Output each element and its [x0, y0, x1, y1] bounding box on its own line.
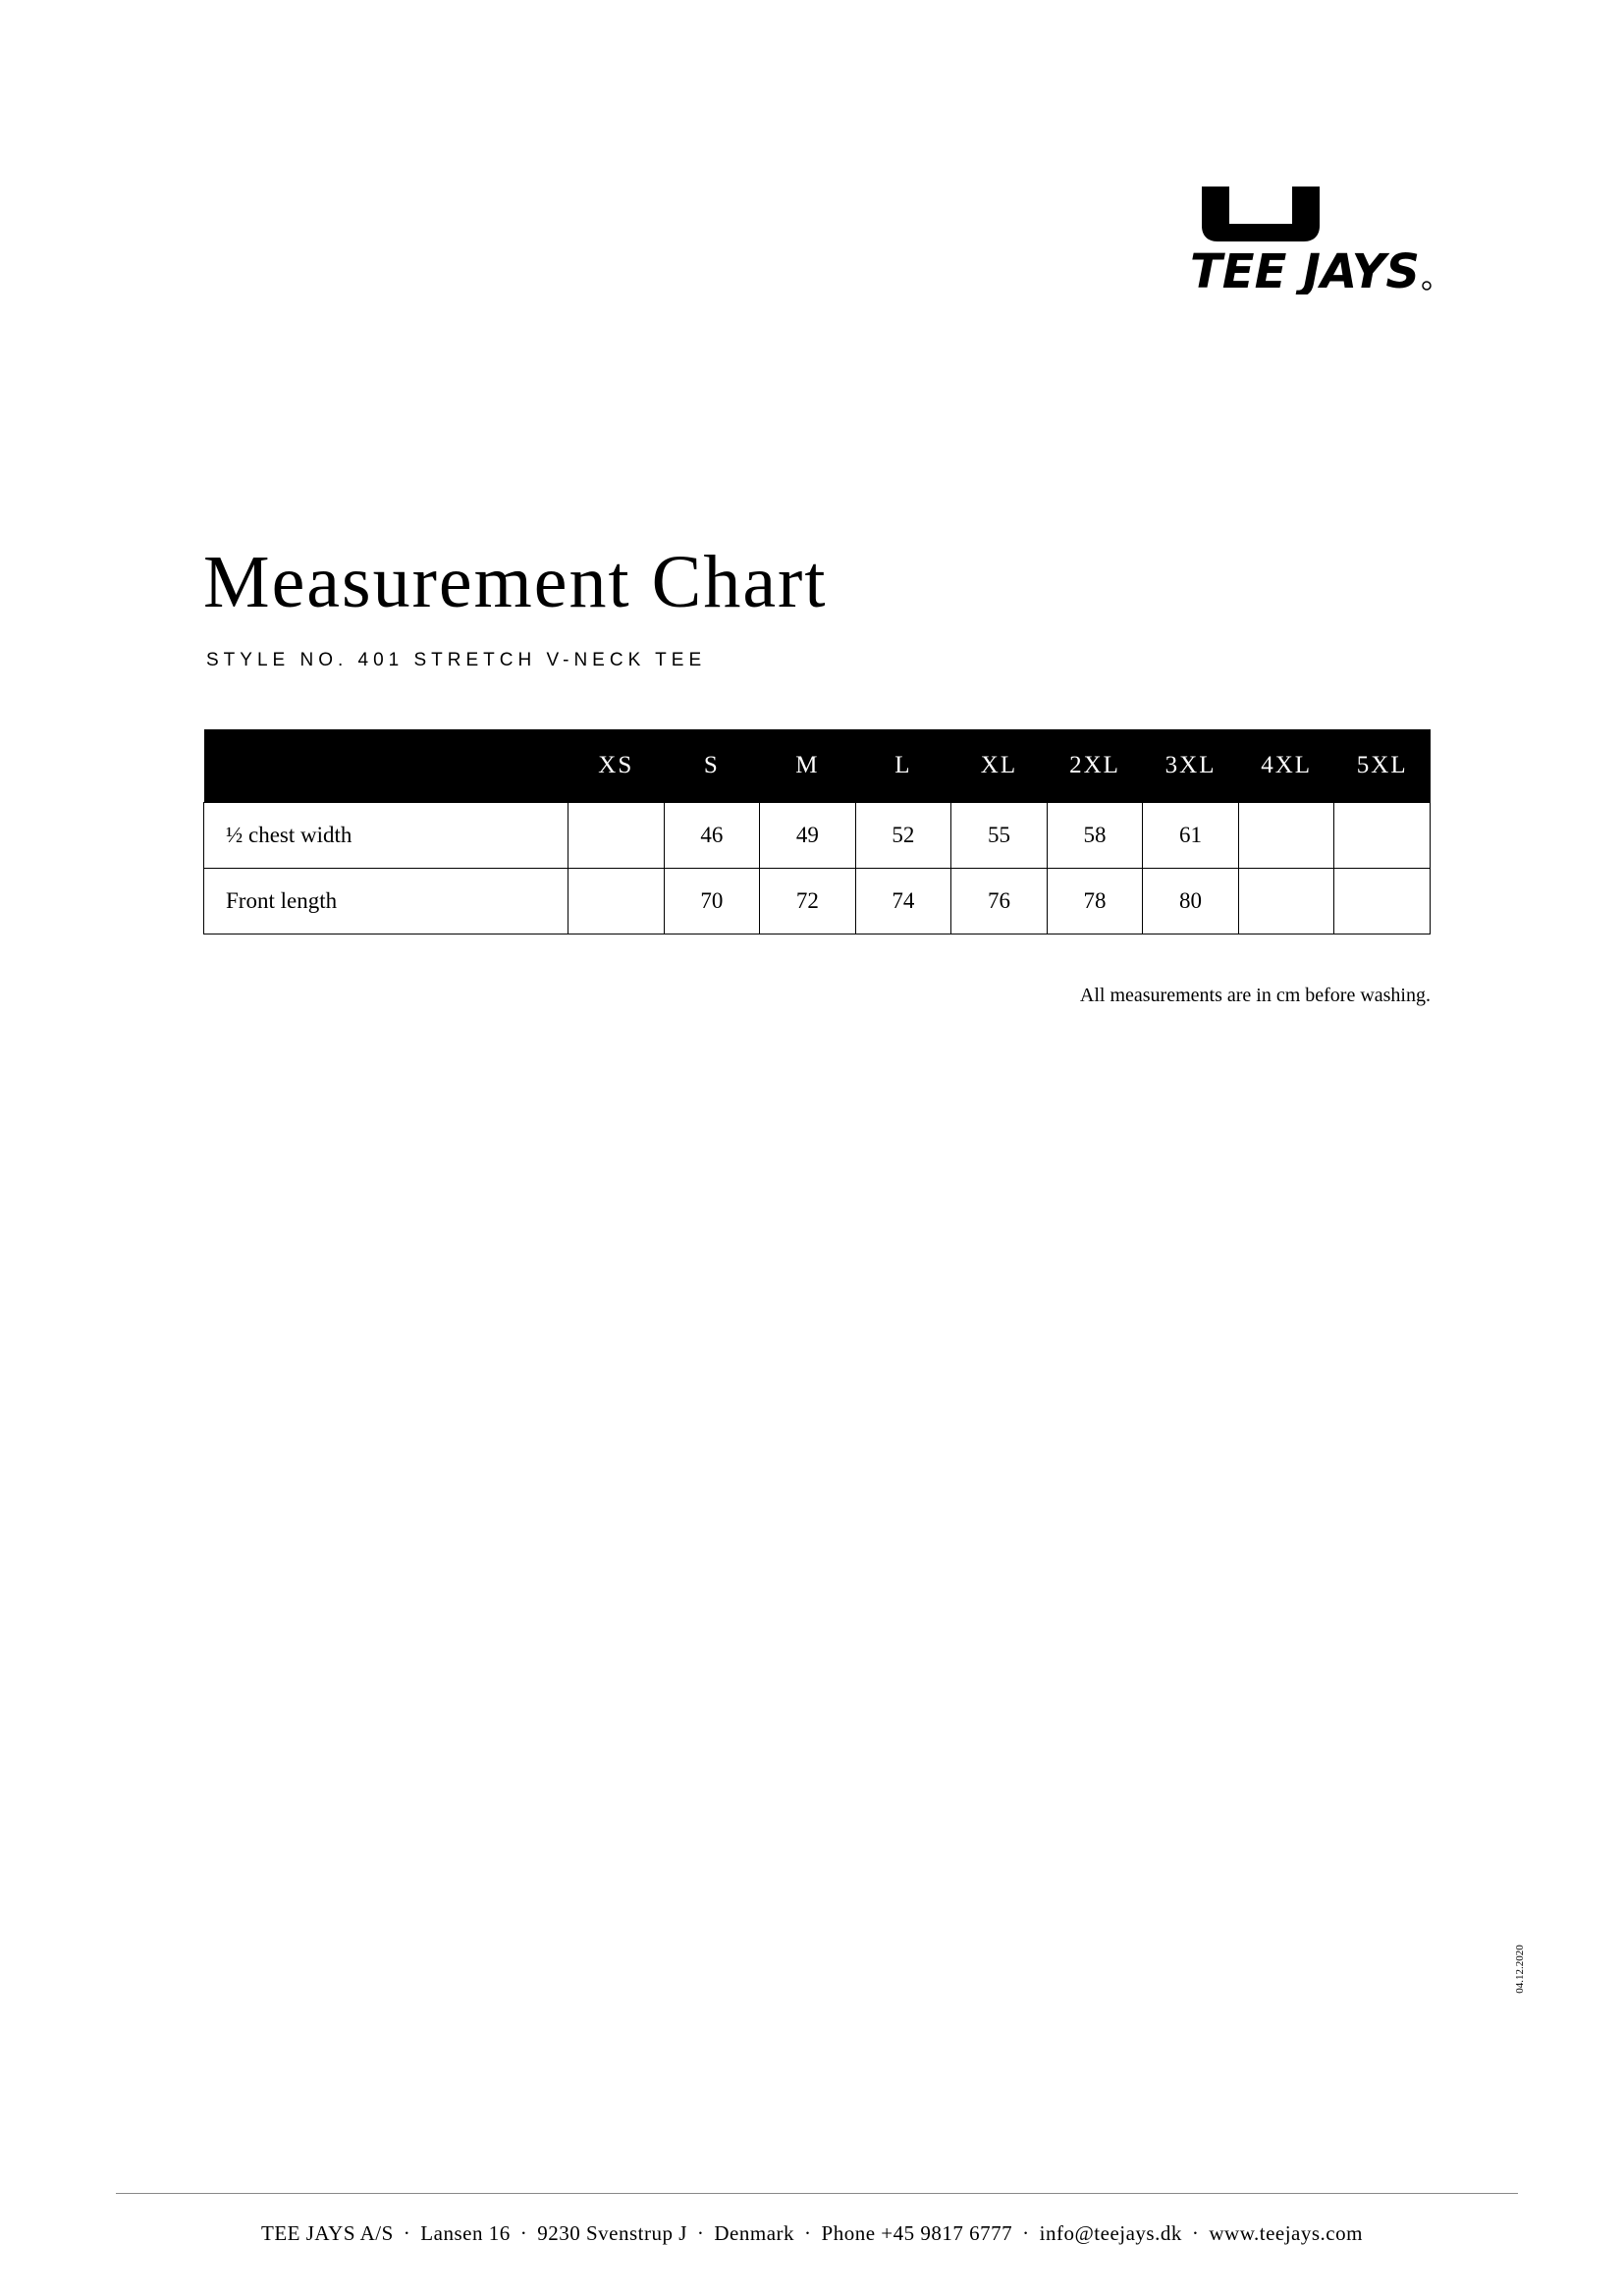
footer-item: 9230 Svenstrup J — [537, 2221, 687, 2245]
footer-separator: · — [804, 2221, 812, 2245]
column-header: XS — [568, 729, 665, 803]
footer-item: Phone +45 9817 6777 — [821, 2221, 1013, 2245]
footer-separator: · — [1022, 2221, 1030, 2245]
footer-item: Denmark — [714, 2221, 795, 2245]
table-row: ½ chest width 46 49 52 55 58 61 — [203, 802, 1431, 869]
footer-divider — [116, 2193, 1518, 2194]
footer-separator: · — [519, 2221, 528, 2245]
table-cell: 61 — [1142, 802, 1239, 869]
footer-separator: · — [1191, 2221, 1200, 2245]
table-cell: 52 — [854, 802, 952, 869]
table-cell — [568, 802, 665, 869]
table-cell — [1237, 802, 1335, 869]
document-date: 04.12.2020 — [1513, 1945, 1526, 1994]
column-header: M — [759, 729, 856, 803]
footer-separator: · — [403, 2221, 411, 2245]
column-header: 2XL — [1047, 729, 1143, 803]
table-cell — [1237, 868, 1335, 934]
table-cell: 58 — [1046, 802, 1144, 869]
table-cell: 49 — [759, 802, 856, 869]
column-header: XL — [950, 729, 1048, 803]
table-cell: 55 — [950, 802, 1048, 869]
column-header: L — [855, 729, 951, 803]
footer-item: Lansen 16 — [420, 2221, 511, 2245]
measurement-note: All measurements are in cm before washin… — [1079, 985, 1431, 1006]
table-cell: 76 — [950, 868, 1048, 934]
column-header: S — [664, 729, 760, 803]
table-cell — [1333, 868, 1431, 934]
footer-item: TEE JAYS A/S — [261, 2221, 394, 2245]
measurement-table: XS S M L XL 2XL 3XL 4XL 5XL ½ chest width 46 49 52 5… — [203, 729, 1431, 934]
column-header: 3XL — [1142, 729, 1239, 803]
style-subtitle: STYLE NO. 401 STRETCH V-NECK TEE — [206, 650, 707, 670]
svg-text:TEE JAYS: TEE JAYS — [1190, 244, 1418, 294]
table-cell: 46 — [663, 802, 761, 869]
column-header: 5XL — [1333, 729, 1431, 803]
table-cell: 72 — [759, 868, 856, 934]
column-header: 4XL — [1238, 729, 1334, 803]
row-label: Front length — [203, 868, 568, 934]
table-cell — [568, 868, 665, 934]
tee-jays-logo: TEE JAYS — [1190, 187, 1432, 294]
row-label: ½ chest width — [203, 802, 568, 869]
footer-separator: · — [696, 2221, 705, 2245]
footer-item[interactable]: www.teejays.com — [1209, 2221, 1363, 2245]
table-cell: 74 — [854, 868, 952, 934]
table-header-row: XS S M L XL 2XL 3XL 4XL 5XL — [203, 729, 1431, 803]
footer: TEE JAYS A/S · Lansen 16 · 9230 Svenstrup J ·… — [0, 2221, 1624, 2246]
table-cell: 80 — [1142, 868, 1239, 934]
table-cell: 70 — [663, 868, 761, 934]
page-title: Measurement Chart — [203, 541, 828, 623]
table-cell: 78 — [1046, 868, 1144, 934]
table-row: Front length 70 72 74 76 78 80 — [203, 868, 1431, 934]
table-cell — [1333, 802, 1431, 869]
footer-item[interactable]: info@teejays.dk — [1039, 2221, 1182, 2245]
header-blank — [203, 729, 568, 803]
